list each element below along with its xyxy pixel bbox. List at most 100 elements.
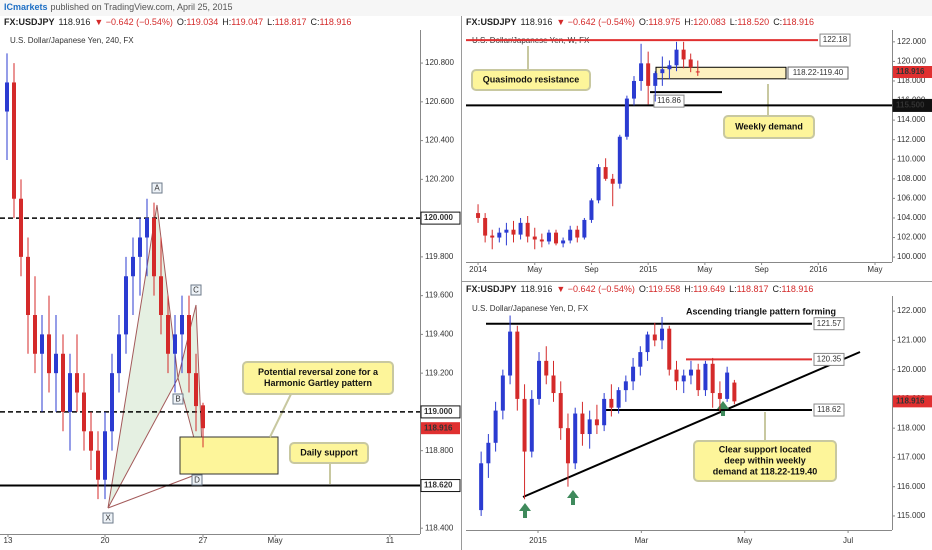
- candle-body: [61, 353, 65, 412]
- pattern-point: A: [154, 184, 160, 193]
- candle-body: [582, 219, 587, 238]
- quote-key: L:: [267, 17, 275, 27]
- pattern-point: C: [193, 286, 199, 295]
- candle-body: [532, 236, 537, 240]
- y-tick-label: 119.600: [425, 291, 454, 300]
- candle-body: [710, 363, 715, 394]
- chart-subtitle: U.S. Dollar/Japanese Yen, 240, FX: [10, 36, 134, 45]
- quote-key: C:: [773, 284, 782, 294]
- level-label-box: [813, 403, 845, 417]
- candle-body: [166, 315, 170, 354]
- candle-body: [479, 463, 484, 511]
- note-text: Daily support: [300, 447, 358, 457]
- candle-body: [645, 334, 650, 353]
- y-tick-label: 108.000: [897, 174, 926, 183]
- candle-body: [594, 419, 599, 426]
- candle-body: [603, 167, 608, 179]
- y-tick-label: 120.200: [425, 174, 454, 183]
- candle-body: [152, 218, 156, 277]
- pattern-point: D: [194, 476, 200, 485]
- candle-body: [82, 392, 86, 432]
- arrow-up: [567, 490, 579, 505]
- level-label: 116.86: [657, 96, 681, 105]
- level-label: 115.500: [896, 101, 925, 110]
- level-label: 120.000: [424, 213, 453, 222]
- candle-body: [575, 229, 580, 238]
- candle-body: [187, 315, 191, 374]
- arrow-up: [519, 503, 531, 518]
- level-label-box: [653, 94, 685, 108]
- last-price-label: 118.916: [424, 423, 453, 432]
- y-tick-label: 119.400: [425, 329, 454, 338]
- x-tick-label: May: [867, 265, 882, 274]
- candle-body: [180, 315, 184, 335]
- candle-body: [653, 73, 658, 86]
- candle-body: [103, 431, 107, 480]
- candle-body: [131, 256, 135, 277]
- demand-zone: [655, 66, 787, 80]
- last-price-box: [893, 66, 932, 79]
- note-box: [693, 440, 837, 482]
- level-label-box: [813, 317, 845, 331]
- arrow-up: [717, 401, 729, 416]
- quote-key: H:: [222, 17, 231, 27]
- candle-body: [674, 49, 679, 66]
- x-tick-label: 27: [199, 536, 208, 545]
- candle-body: [589, 200, 594, 220]
- last-price-box: [421, 422, 460, 435]
- candle-body: [529, 398, 534, 452]
- x-tick-label: Sep: [584, 265, 599, 274]
- note-text: Quasimodo resistance: [483, 74, 580, 84]
- candle-body: [124, 276, 128, 335]
- x-tick-label: May: [737, 536, 752, 545]
- y-tick-label: 117.000: [897, 453, 926, 462]
- candle-body: [504, 229, 509, 233]
- candle-body: [511, 229, 516, 235]
- candle-body: [561, 240, 566, 244]
- candle-body: [725, 372, 730, 399]
- note-text: Clear support located: [719, 444, 812, 454]
- last: 118.916: [521, 284, 553, 294]
- candle-body: [652, 334, 657, 341]
- note-text: Harmonic Gartley pattern: [264, 378, 372, 388]
- candle-body: [565, 428, 570, 464]
- symbol: FX:USDJPY: [4, 17, 55, 27]
- candle-body: [610, 178, 615, 184]
- x-tick-label: 20: [101, 536, 110, 545]
- quote-value: 118.975: [648, 17, 680, 27]
- candle-body: [674, 369, 679, 382]
- note-box: [289, 442, 369, 464]
- pattern-point-box: [172, 393, 184, 405]
- y-tick-label: 118.400: [425, 523, 454, 532]
- candle-body: [732, 382, 737, 402]
- symbol: FX:USDJPY: [466, 17, 517, 27]
- candle-body: [47, 334, 51, 374]
- candle-body: [602, 398, 607, 426]
- level-label-box: [420, 211, 461, 225]
- candle-body: [631, 366, 636, 382]
- candle-body: [660, 328, 665, 341]
- quote-value: 120.083: [693, 17, 726, 27]
- level-label-box: [420, 479, 461, 493]
- y-tick-label: 122.000: [897, 37, 926, 46]
- note-box: [723, 115, 815, 139]
- candle-body: [75, 373, 79, 393]
- level-label: 121.57: [817, 319, 842, 328]
- candle-body: [587, 419, 592, 435]
- candle-body: [33, 315, 37, 354]
- candle-body: [696, 369, 701, 391]
- candle-body: [159, 276, 163, 316]
- candle-body: [117, 334, 121, 374]
- pattern-point-box: [151, 182, 163, 194]
- quote-key: L:: [729, 284, 737, 294]
- level-label-box: [813, 352, 845, 366]
- symbol: FX:USDJPY: [466, 284, 517, 294]
- candle-body: [667, 328, 672, 370]
- y-tick-label: 120.600: [425, 97, 454, 106]
- y-tick-label: 120.400: [425, 136, 454, 145]
- candle-body: [173, 334, 177, 354]
- zone-label: 118.22-119.40: [793, 68, 844, 77]
- quote-key: H:: [684, 284, 693, 294]
- candle-body: [638, 352, 643, 367]
